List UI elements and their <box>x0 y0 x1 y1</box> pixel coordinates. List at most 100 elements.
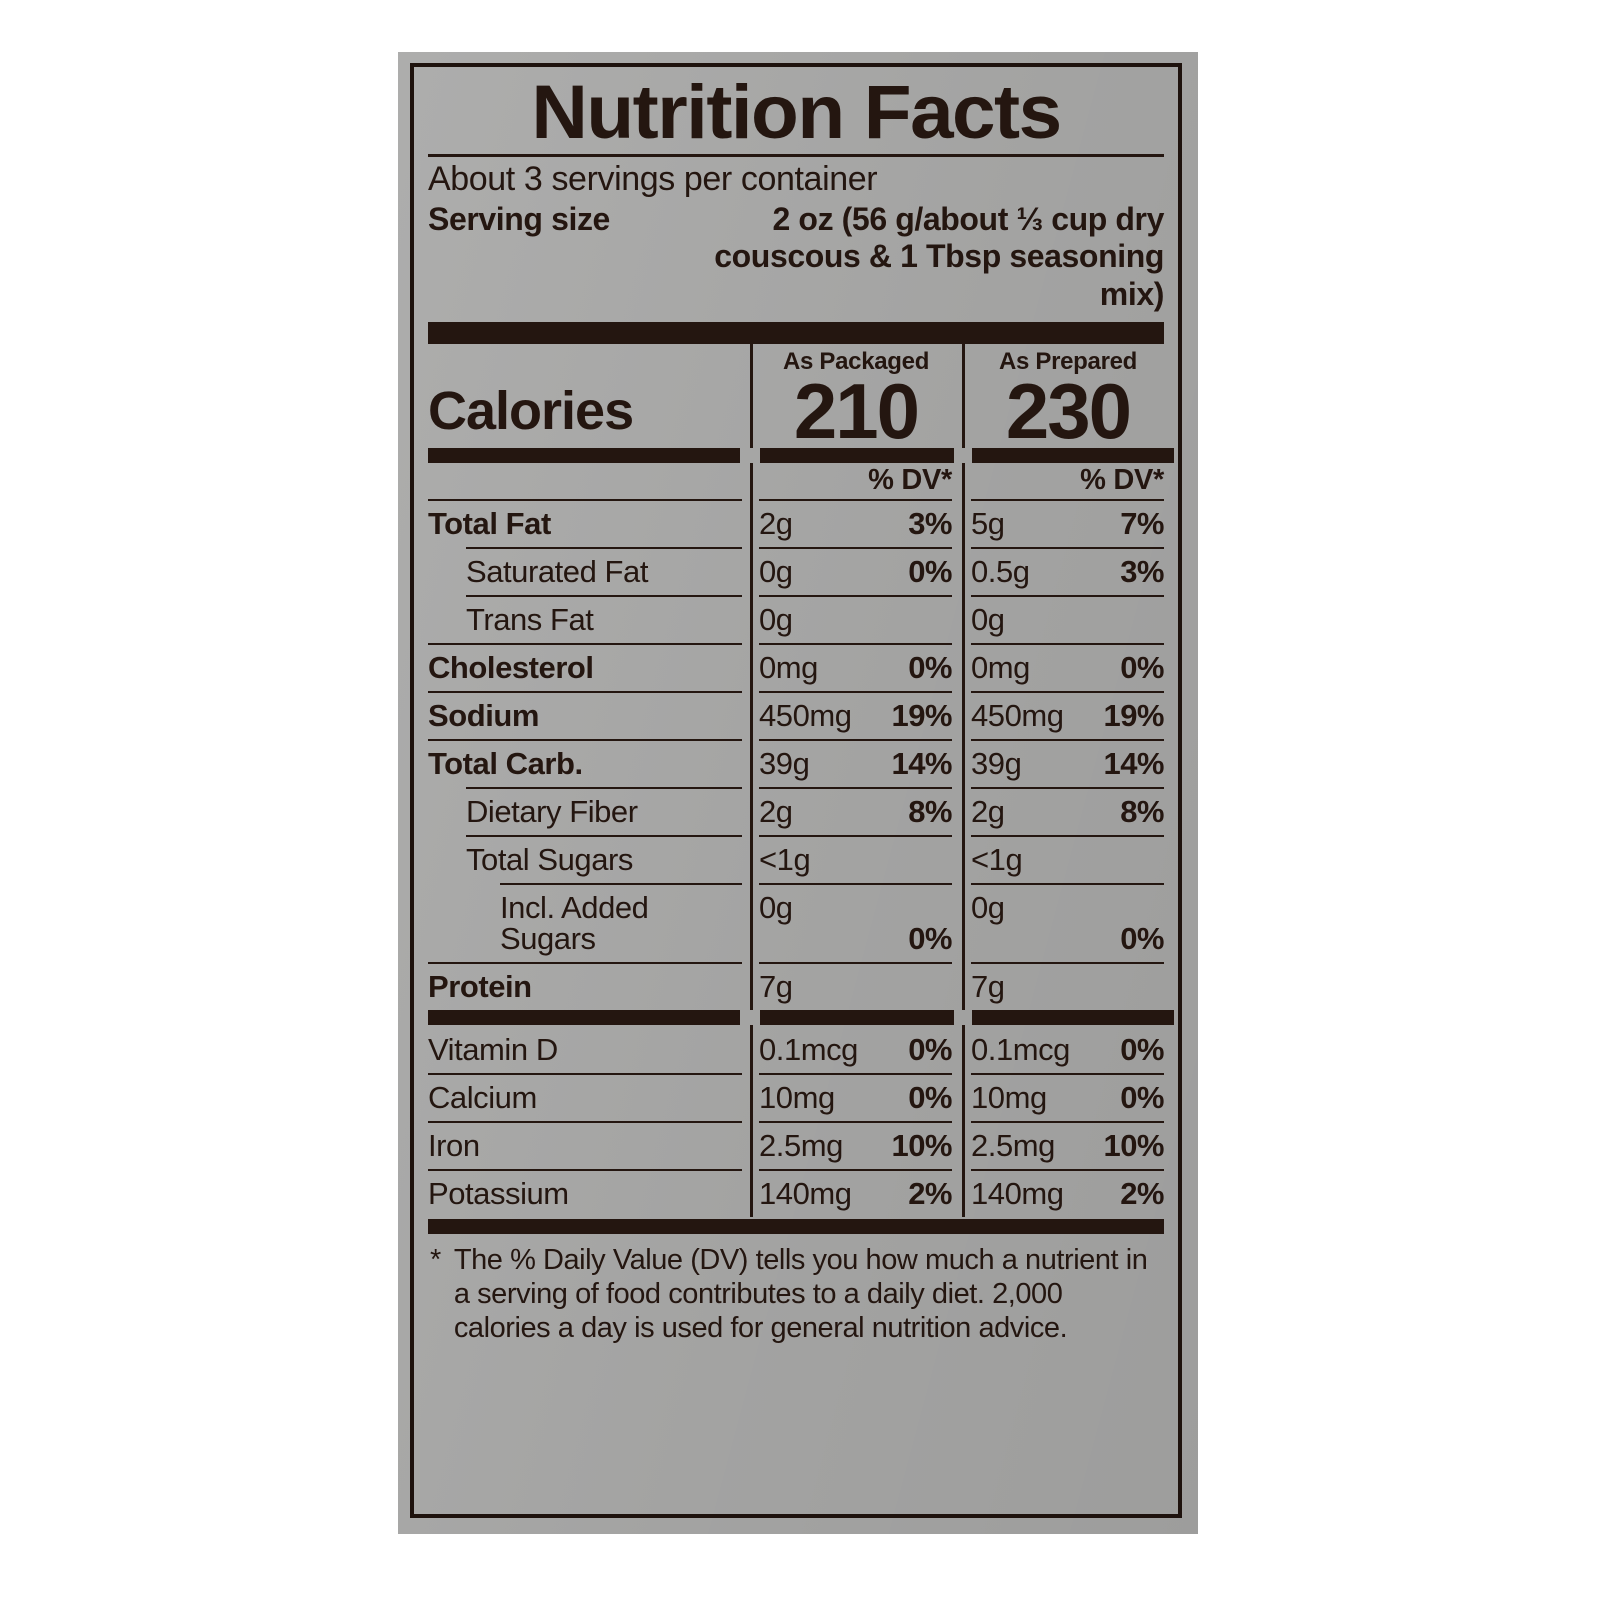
underbar-segment-prepared <box>972 447 1174 463</box>
nutrient-name: Iron <box>428 1120 750 1169</box>
serving-size-value-line2: couscous & 1 Tbsp seasoning mix) <box>714 238 1164 313</box>
nutrient-amount: 0g <box>759 601 793 637</box>
nutrient-value-as-packaged: <1g <box>750 834 962 883</box>
nutrient-daily-value: 14% <box>891 745 952 781</box>
column-divider-2c <box>962 462 965 499</box>
nutrient-daily-value: 3% <box>908 505 952 541</box>
nutrient-name: Trans Fat <box>428 594 750 643</box>
nutrient-daily-value: 0% <box>908 649 952 685</box>
column-divider-pkg <box>750 882 753 962</box>
underbar-segment-packaged <box>760 447 954 463</box>
nutrient-name: Total Fat <box>428 498 750 547</box>
nutrient-amount: 0.1mcg <box>971 1031 1070 1067</box>
micronutrient-table: Vitamin D 0.1mcg 0% 0.1mcg 0% Calcium 10mg 0% 10… <box>428 1024 1164 1217</box>
column-divider-prep <box>962 546 965 595</box>
nutrient-amount: 5g <box>971 505 1005 541</box>
nutrient-value-as-packaged: 140mg 2% <box>750 1168 962 1217</box>
dv-header-spacer <box>428 463 750 499</box>
dv-header-as-packaged: % DV* <box>750 462 962 499</box>
nutrient-amount: 7g <box>971 968 1005 1004</box>
nutrient-daily-value: 0% <box>1120 649 1164 685</box>
column-divider-prep <box>962 786 965 835</box>
serving-size-value-line1: 2 oz (56 g/about ⅓ cup dry <box>772 200 1165 237</box>
title-rule <box>428 154 1164 158</box>
nutrient-value-as-packaged: 39g 14% <box>750 738 962 787</box>
nutrient-value-as-prepared: 7g <box>962 961 1174 1010</box>
nutrient-name: Potassium <box>428 1168 750 1217</box>
nutrient-value-as-packaged: 0g 0% <box>750 546 962 595</box>
nutrient-daily-value: 0% <box>908 553 952 589</box>
nutrient-daily-value: 19% <box>891 697 952 733</box>
nutrient-daily-value: 0% <box>1120 920 1164 956</box>
column-divider-prep <box>962 1024 965 1073</box>
nutrient-daily-value: 14% <box>1103 745 1164 781</box>
nutrient-name: Cholesterol <box>428 642 750 691</box>
nutrient-amount: 450mg <box>971 697 1064 733</box>
nutrient-amount: 39g <box>759 745 810 781</box>
nutrient-amount: 0.1mcg <box>759 1031 858 1067</box>
dv-header-row: % DV* % DV* <box>428 462 1164 499</box>
microbar-segment-name <box>428 1009 740 1025</box>
nutrient-amount: 2g <box>759 505 793 541</box>
product-package-panel: Nutrition Facts About 3 servings per con… <box>398 52 1198 1534</box>
nutrient-name: Dietary Fiber <box>428 786 750 835</box>
nutrient-value-as-prepared: 5g 7% <box>962 498 1174 547</box>
nutrient-amount: 140mg <box>971 1175 1064 1211</box>
nutrient-amount: 0mg <box>971 649 1030 685</box>
nutrient-daily-value: 0% <box>1120 1079 1164 1115</box>
nutrient-amount: <1g <box>971 841 1023 877</box>
nutrient-amount: 2.5mg <box>971 1127 1055 1163</box>
column-divider-prep <box>962 1168 965 1217</box>
nutrient-daily-value: 2% <box>1120 1175 1164 1211</box>
nutrient-amount: 450mg <box>759 697 852 733</box>
heavy-divider-top <box>428 321 1164 344</box>
column-header-as-packaged: As Packaged <box>750 343 962 376</box>
nutrient-amount: 7g <box>759 968 793 1004</box>
nutrient-value-as-prepared: 0.5g 3% <box>962 546 1174 595</box>
calories-grid: As Packaged As Prepared Calories 210 230 <box>428 343 1164 450</box>
column-divider-pkg <box>750 498 753 547</box>
column-divider-prep <box>962 738 965 787</box>
footnote-divider <box>428 1218 1164 1234</box>
nutrient-daily-value: 7% <box>1120 505 1164 541</box>
calories-underbar <box>428 447 1174 463</box>
nutrient-amount: 10mg <box>971 1079 1047 1115</box>
nutrient-value-as-prepared: 0g 0% <box>962 882 1174 962</box>
nutrient-value-as-packaged: 2g 8% <box>750 786 962 835</box>
nutrient-daily-value: 3% <box>1120 553 1164 589</box>
nutrient-daily-value: 0% <box>908 1079 952 1115</box>
nutrient-name: Total Sugars <box>428 834 750 883</box>
column-divider-pkg <box>750 1024 753 1073</box>
nutrient-daily-value: 8% <box>1120 793 1164 829</box>
column-divider-1 <box>750 343 753 376</box>
column-divider-pkg <box>750 1072 753 1121</box>
column-divider-prep <box>962 498 965 547</box>
nutrient-daily-value: 10% <box>891 1127 952 1163</box>
nutrient-amount: 10mg <box>759 1079 835 1115</box>
nutrient-value-as-packaged: 10mg 0% <box>750 1072 962 1121</box>
nutrient-value-as-prepared: 450mg 19% <box>962 690 1174 739</box>
column-divider-pkg <box>750 786 753 835</box>
nutrient-name: Incl. Added Sugars <box>428 882 750 962</box>
nutrient-value-as-packaged: 0.1mcg 0% <box>750 1024 962 1073</box>
column-divider-2 <box>962 343 965 376</box>
microbar-segment-prepared <box>972 1009 1174 1025</box>
nutrient-amount: 0.5g <box>971 553 1030 589</box>
column-divider-pkg <box>750 690 753 739</box>
microbar-segment-packaged <box>760 1009 954 1025</box>
column-divider-pkg <box>750 738 753 787</box>
nutrient-daily-value: 0% <box>1120 1031 1164 1067</box>
nutrient-name: Sodium <box>428 690 750 739</box>
column-divider-prep <box>962 690 965 739</box>
micronutrient-divider <box>428 1009 1174 1025</box>
nutrient-name: Vitamin D <box>428 1031 558 1067</box>
nutrient-value-as-packaged: 2g 3% <box>750 498 962 547</box>
daily-value-footnote: * The % Daily Value (DV) tells you how m… <box>428 1234 1164 1346</box>
nutrient-daily-value: 2% <box>908 1175 952 1211</box>
calories-name-cell <box>428 344 750 376</box>
nutrient-value-as-prepared: 0.1mcg 0% <box>962 1024 1174 1073</box>
nutrient-value-as-packaged: 0g 0% <box>750 882 962 962</box>
column-divider-pkg <box>750 834 753 883</box>
nutrient-daily-value: 19% <box>1103 697 1164 733</box>
nutrient-value-as-packaged: 7g <box>750 961 962 1010</box>
